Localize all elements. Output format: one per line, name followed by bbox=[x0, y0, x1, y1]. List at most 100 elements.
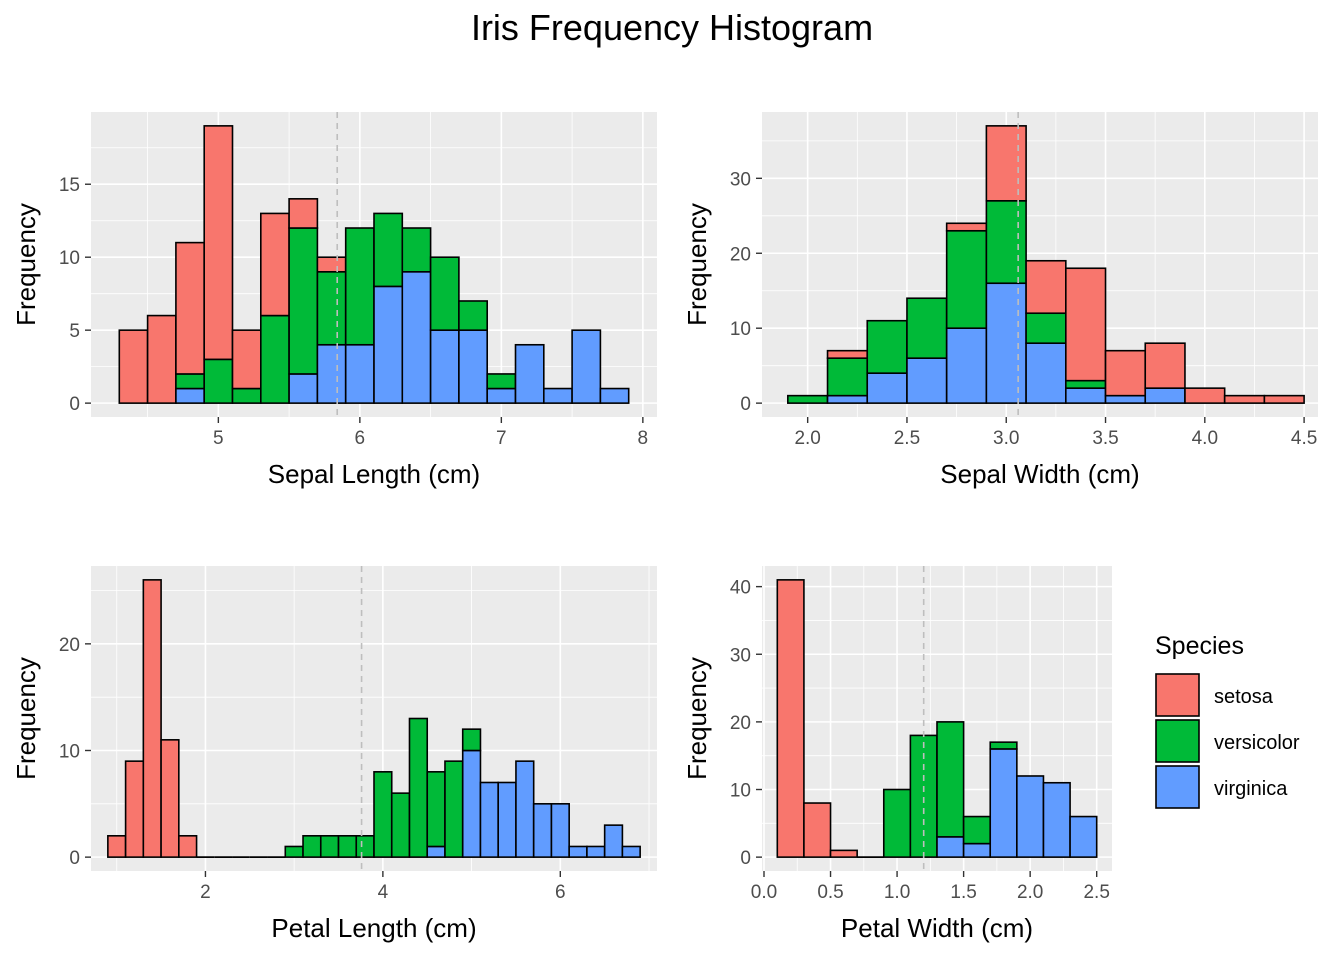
x-tick-label: 2.5 bbox=[1083, 882, 1109, 903]
legend-swatch-virginica bbox=[1155, 765, 1200, 809]
bar-virginica-28 bbox=[603, 824, 624, 858]
y-axis-title: Frequency bbox=[682, 203, 712, 326]
bar-virginica-8 bbox=[989, 748, 1018, 858]
bar-virginica-1 bbox=[826, 394, 869, 404]
x-tick-label: 4.0 bbox=[1192, 428, 1218, 449]
legend-swatch-setosa bbox=[1155, 673, 1200, 717]
bar-setosa-6 bbox=[1025, 259, 1067, 315]
bar-virginica-29 bbox=[621, 845, 641, 858]
x-tick-label: 2.0 bbox=[794, 428, 820, 449]
bar-versicolor-0 bbox=[787, 394, 829, 404]
bar-versicolor-8 bbox=[989, 741, 1018, 750]
bar-versicolor-10 bbox=[401, 227, 432, 273]
x-axis-title: Sepal Length (cm) bbox=[268, 459, 480, 489]
bar-versicolor-1 bbox=[826, 357, 869, 397]
x-tick-label: 6 bbox=[355, 428, 366, 449]
x-tick-label: 6 bbox=[555, 882, 566, 903]
y-tick-label: 30 bbox=[730, 645, 751, 666]
bar-virginica-9 bbox=[373, 285, 404, 404]
bar-virginica-7 bbox=[316, 343, 347, 404]
x-tick-label: 5 bbox=[213, 428, 224, 449]
bar-virginica-13 bbox=[486, 387, 517, 404]
bars bbox=[787, 125, 1305, 404]
y-axis-title: Frequency bbox=[11, 203, 41, 326]
bar-virginica-7 bbox=[962, 842, 992, 858]
bar-virginica-20 bbox=[461, 749, 482, 858]
bar-setosa-2 bbox=[829, 849, 858, 858]
x-tick-label: 3.5 bbox=[1092, 428, 1118, 449]
bar-versicolor-18 bbox=[426, 771, 446, 848]
y-tick-label: 10 bbox=[730, 319, 751, 340]
bar-versicolor-7 bbox=[316, 270, 347, 346]
bar-virginica-2 bbox=[175, 387, 205, 404]
y-tick-label: 20 bbox=[730, 713, 751, 734]
bar-virginica-14 bbox=[514, 343, 545, 404]
bar-versicolor-13 bbox=[486, 373, 517, 390]
bar-setosa-10 bbox=[1184, 387, 1226, 404]
bar-versicolor-7 bbox=[962, 815, 992, 845]
y-tick-label: 10 bbox=[59, 741, 80, 762]
bar-setosa-8 bbox=[1104, 349, 1147, 397]
bar-virginica-10 bbox=[1042, 781, 1071, 858]
bar-setosa-7 bbox=[316, 256, 347, 273]
bar-virginica-15 bbox=[542, 387, 573, 404]
bar-setosa-1 bbox=[826, 349, 869, 359]
bar-virginica-23 bbox=[515, 760, 535, 858]
bar-virginica-3 bbox=[906, 357, 948, 404]
bar-virginica-26 bbox=[568, 845, 588, 858]
bar-setosa-0 bbox=[107, 835, 127, 858]
bar-setosa-4 bbox=[231, 329, 262, 390]
bar-setosa-5 bbox=[985, 125, 1027, 202]
bar-versicolor-12 bbox=[319, 835, 340, 858]
bar-versicolor-5 bbox=[985, 200, 1027, 285]
bar-virginica-6 bbox=[288, 373, 319, 404]
bar-setosa-1 bbox=[146, 314, 177, 404]
bar-versicolor-15 bbox=[373, 771, 393, 858]
legend-label-virginica: virginica bbox=[1214, 778, 1288, 800]
bar-versicolor-16 bbox=[390, 792, 411, 858]
y-tick-label: 30 bbox=[730, 169, 751, 190]
x-tick-label: 3.0 bbox=[993, 428, 1019, 449]
bar-versicolor-3 bbox=[906, 297, 948, 359]
bar-versicolor-6 bbox=[936, 721, 965, 838]
bar-virginica-7 bbox=[1065, 387, 1107, 404]
bar-setosa-7 bbox=[1065, 267, 1107, 382]
bar-virginica-11 bbox=[429, 329, 460, 404]
x-tick-label: 7 bbox=[496, 428, 507, 449]
panel-sepal-length: 5 6 7 8 0 5 10 15 Sepal Length (cm) Frequency bbox=[11, 112, 657, 489]
bar-versicolor-3 bbox=[203, 358, 234, 404]
bar-versicolor-2 bbox=[866, 319, 908, 374]
bar-virginica-5 bbox=[985, 282, 1027, 404]
bar-virginica-24 bbox=[532, 803, 553, 858]
x-axis-title: Petal Width (cm) bbox=[841, 913, 1033, 943]
bar-virginica-6 bbox=[1025, 342, 1067, 404]
bar-virginica-21 bbox=[479, 781, 500, 858]
bar-setosa-1 bbox=[124, 760, 145, 858]
bar-versicolor-6 bbox=[1025, 312, 1067, 344]
panel-sepal-width: 2.0 2.5 3.0 3.5 4.0 4.5 0 10 20 30 Sepal Width (cm… bbox=[682, 112, 1318, 489]
bar-virginica-18 bbox=[426, 845, 446, 858]
bar-versicolor-9 bbox=[373, 212, 404, 288]
bar-versicolor-11 bbox=[429, 256, 460, 331]
bar-setosa-1 bbox=[803, 802, 832, 858]
bar-virginica-8 bbox=[1104, 394, 1147, 404]
bar-versicolor-12 bbox=[458, 300, 488, 331]
y-tick-label: 15 bbox=[59, 175, 80, 196]
bar-virginica-12 bbox=[458, 329, 488, 404]
bars bbox=[118, 125, 630, 404]
legend-label-versicolor: versicolor bbox=[1214, 732, 1300, 754]
bar-virginica-27 bbox=[586, 845, 606, 858]
bar-virginica-4 bbox=[945, 327, 988, 404]
bar-versicolor-4 bbox=[231, 387, 262, 404]
bar-versicolor-11 bbox=[302, 835, 322, 858]
bar-virginica-10 bbox=[401, 270, 432, 404]
y-tick-label: 10 bbox=[730, 781, 751, 802]
x-tick-label: 2.0 bbox=[1017, 882, 1043, 903]
chart-title: Iris Frequency Histogram bbox=[471, 7, 873, 48]
bar-setosa-4 bbox=[178, 835, 198, 858]
bar-virginica-9 bbox=[1016, 775, 1045, 858]
x-axis-title: Petal Length (cm) bbox=[271, 913, 476, 943]
bar-virginica-11 bbox=[1069, 815, 1098, 858]
bar-virginica-25 bbox=[550, 803, 570, 858]
